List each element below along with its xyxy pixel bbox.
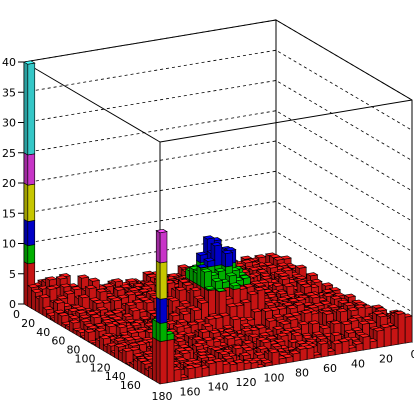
bar-top [248,266,261,271]
bars [23,60,413,385]
bar-top [277,275,291,280]
gridline-z-35 [23,49,413,131]
bar-face-right [27,62,36,156]
bar-face-right [390,327,399,346]
bar-top [177,264,190,269]
gridline-z-40 [23,19,413,101]
bar-face-right [27,244,36,265]
bar-face-right [271,351,280,366]
bar-face-right [27,153,36,186]
bar-top [277,272,290,277]
bar-face-left [27,285,32,309]
top-edge-left [23,61,161,143]
bar-top [254,254,267,259]
bar-top [328,287,342,292]
z-gridlines [23,19,413,313]
top-edge-right [159,99,413,143]
bar-top [282,283,295,288]
bar-top [300,283,313,288]
bar-top [280,267,294,272]
bar-top [240,259,254,264]
bar-face-left [38,295,44,316]
bar-face-left [200,269,205,290]
bar-face-right [214,244,223,267]
gridline-z-20 [23,140,413,222]
bar-face-left [35,296,40,314]
gridline-z-5 [23,231,413,313]
bar-top [240,255,253,260]
bar-face-right [376,329,385,349]
bar-face-right [320,342,329,358]
bar-top [321,288,335,293]
bar-face-right [306,347,315,360]
bar-top [266,264,279,269]
bar-face-left [23,242,29,265]
gridline-z-25 [23,110,413,192]
bar [83,328,97,343]
bar-face-left [23,152,29,186]
bar-top [272,256,285,261]
bar-top [255,268,269,273]
bar-top [271,282,284,287]
gridline-z-30 [23,80,413,161]
bar-face-left [23,218,29,247]
bar-face-left [23,61,29,156]
bar-top [305,272,319,277]
gridline-z-10 [23,201,413,282]
gridline-z-15 [23,170,413,252]
bar-top [310,278,323,283]
bar-face-right [362,335,371,351]
bar-face-right [397,312,406,345]
bar-face-right [225,252,233,268]
bar-top [260,275,273,280]
bar-face-right [27,183,36,222]
bar-top [142,270,155,275]
bar-face-right [27,220,36,247]
bar-top [276,262,289,267]
bar-face-left [31,289,36,312]
bar [23,60,36,307]
bar-top [296,280,309,285]
bar-face-right [383,326,392,348]
bar-face-left [23,261,29,307]
bar-face-right [341,340,350,355]
bar-face-left [23,182,29,223]
bar-face-right [404,315,413,344]
bar-face-right [204,270,212,289]
bar-face-left [221,250,226,268]
bar-top [294,264,308,269]
bar-face-left [196,265,202,287]
bar-face-right [334,342,343,356]
bar-face-right [299,347,308,362]
bar-face-right [292,352,301,363]
